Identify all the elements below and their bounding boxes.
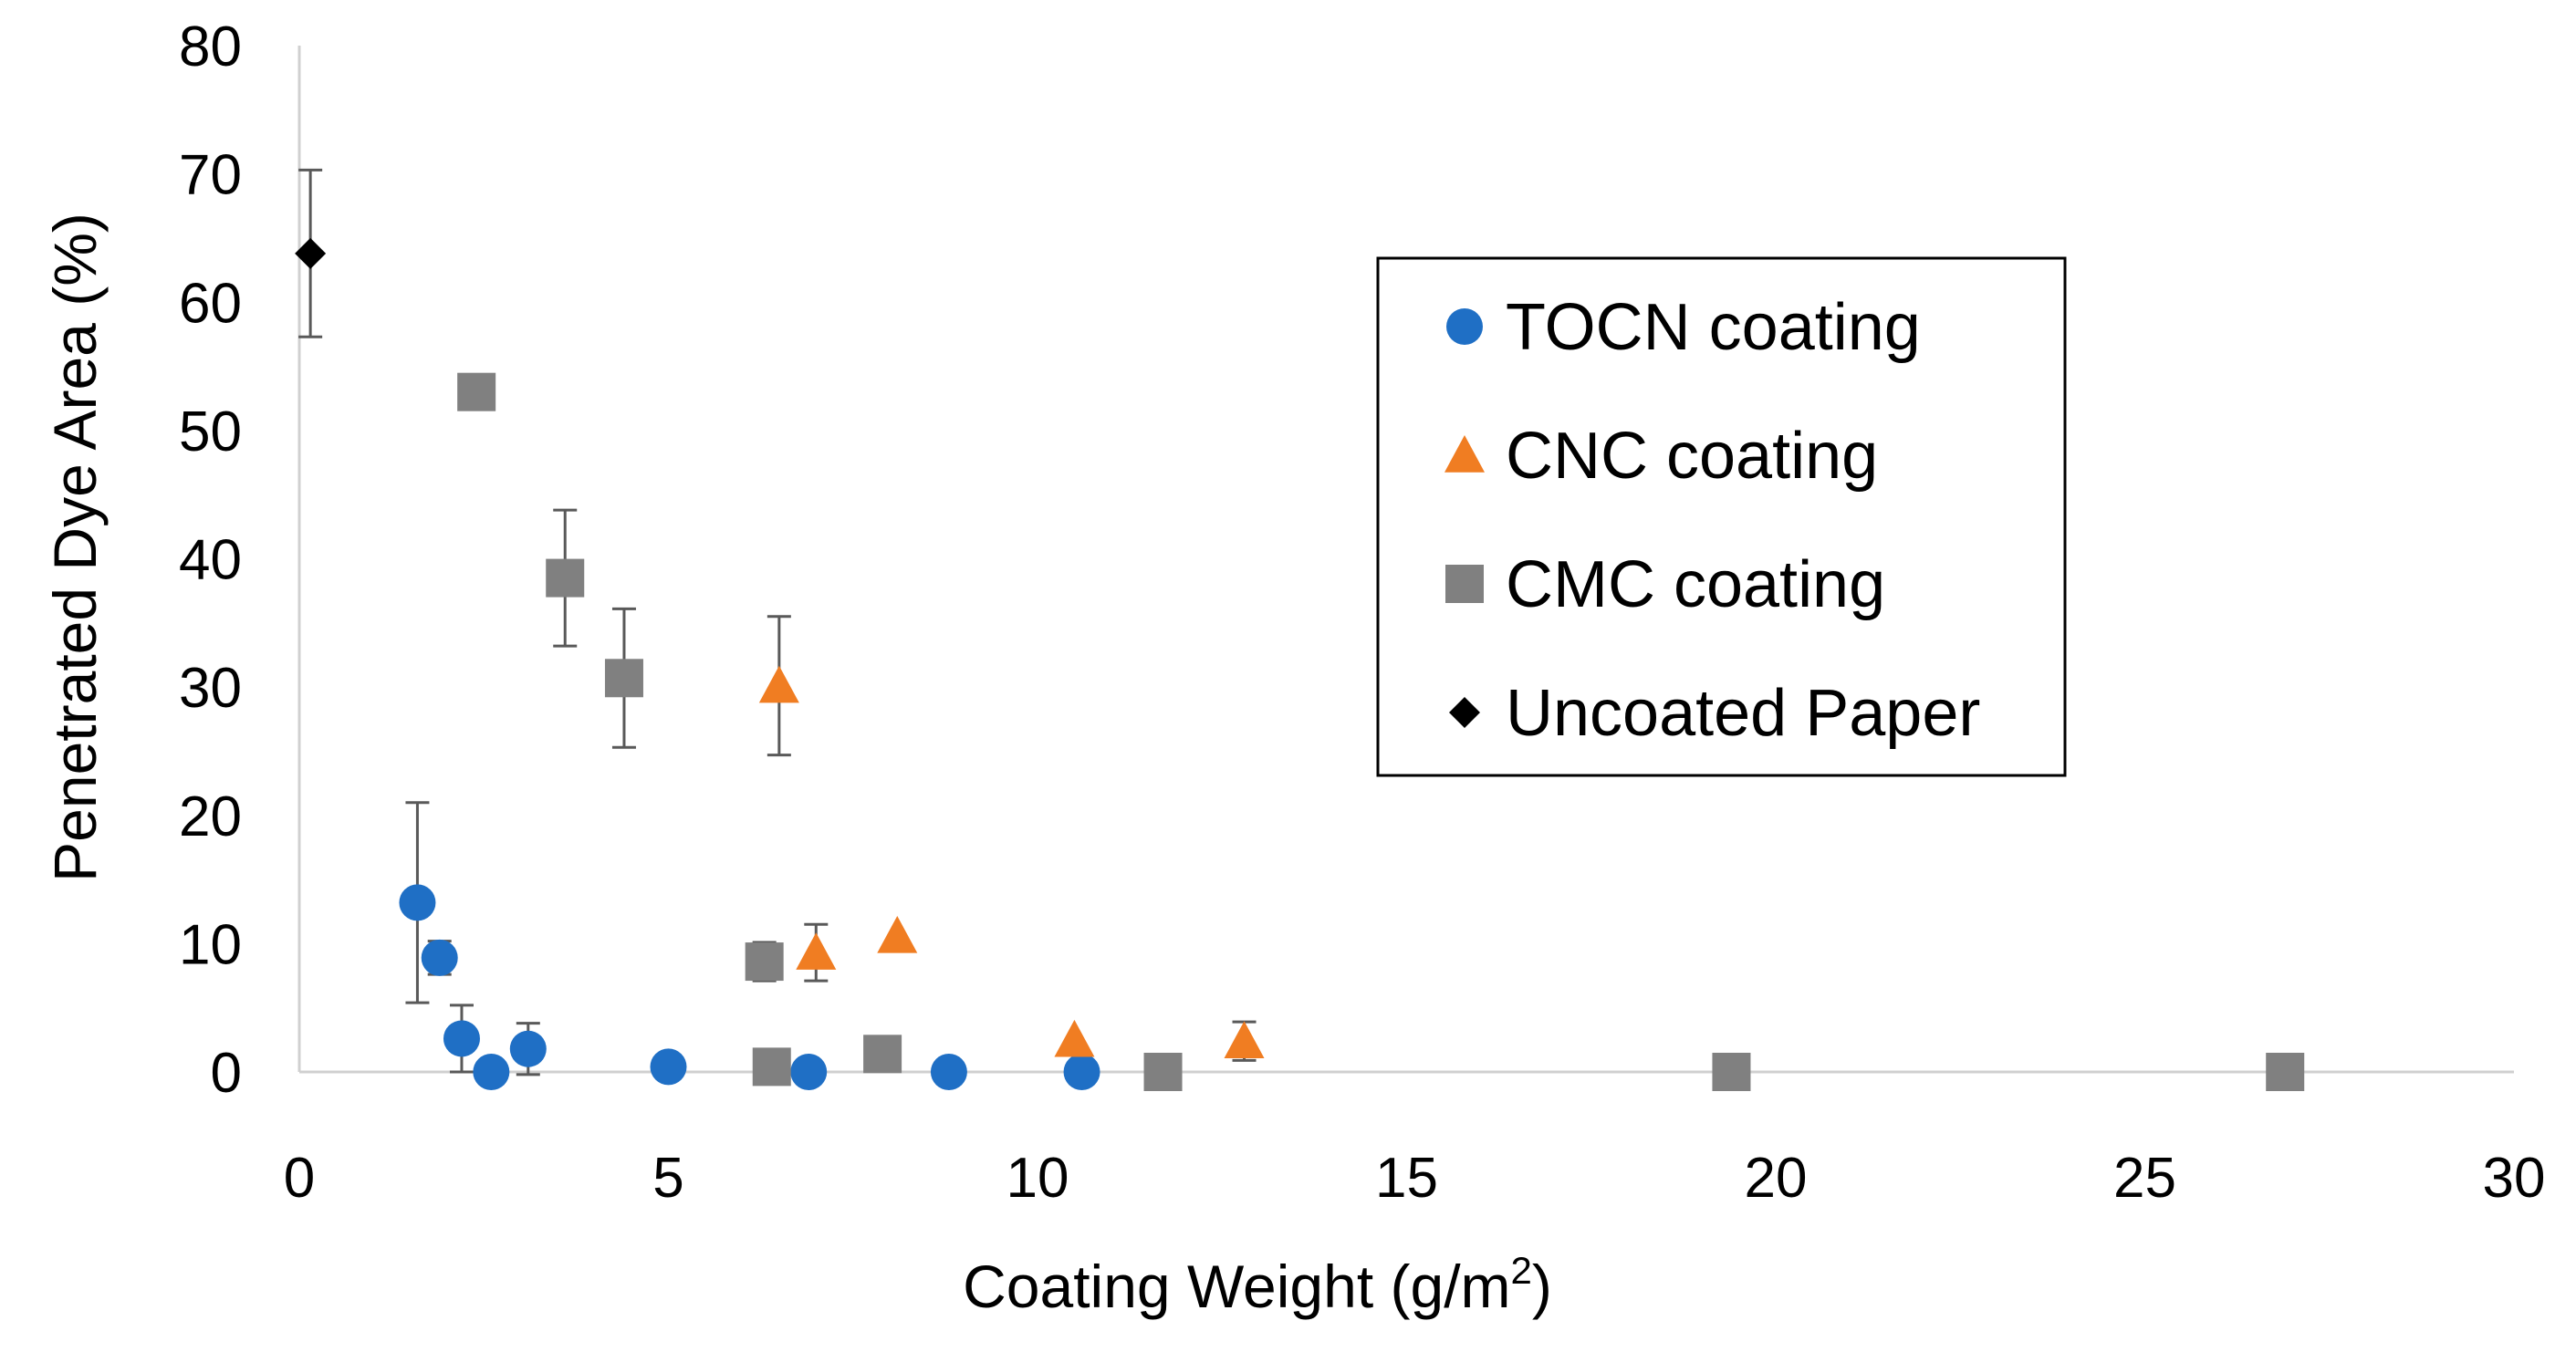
x-axis-title: Coating Weight (g/m2): [963, 1249, 1552, 1320]
cmc-coating-point: [1143, 1053, 1183, 1091]
data-markers: [295, 237, 2305, 1091]
x-tick-label: 0: [284, 1147, 315, 1210]
cnc-coating-point: [877, 915, 918, 953]
legend-marker-uncoated-paper: [1449, 697, 1480, 728]
error-bars: [298, 168, 1257, 1076]
cmc-coating-point: [863, 1035, 902, 1074]
x-tick-label: 5: [652, 1147, 683, 1210]
cmc-coating-point: [752, 1047, 791, 1087]
legend-marker-cnc-coating: [1444, 435, 1485, 473]
y-tick-label: 0: [211, 1042, 242, 1105]
y-tick-label: 10: [179, 913, 242, 976]
y-axis-title: Penetrated Dye Area (%): [41, 213, 109, 882]
y-tick-label: 50: [179, 400, 242, 463]
x-tick-label: 25: [2113, 1147, 2176, 1210]
legend-label-cmc-coating: CMC coating: [1506, 548, 1885, 621]
uncoated-paper-point: [295, 237, 327, 269]
cmc-coating-point: [1712, 1053, 1751, 1091]
y-tick-label: 30: [179, 657, 242, 720]
cmc-coating-point: [457, 372, 496, 411]
tocn-coating-point: [1063, 1054, 1100, 1090]
tocn-coating-point: [650, 1048, 687, 1086]
cnc-coating-point: [1054, 1019, 1095, 1057]
legend-marker-tocn-coating: [1446, 308, 1483, 345]
cmc-coating-point: [546, 558, 585, 598]
legend-label-cnc-coating: CNC coating: [1506, 420, 1878, 493]
y-tick-label: 40: [179, 529, 242, 592]
y-tick-label: 80: [179, 16, 242, 78]
x-tick-label: 20: [1745, 1147, 1808, 1210]
tocn-coating-point: [443, 1020, 480, 1057]
x-axis-title-superscript: 2: [1511, 1249, 1532, 1292]
legend-marker-cmc-coating: [1445, 565, 1484, 603]
cnc-coating-point: [796, 932, 837, 970]
cmc-coating-point: [745, 942, 784, 982]
x-axis-title-suffix: ): [1532, 1253, 1552, 1320]
cmc-coating-point: [2266, 1053, 2305, 1091]
y-tick-label: 60: [179, 272, 242, 335]
tocn-coating-point: [421, 939, 458, 976]
y-tick-label: 70: [179, 144, 242, 207]
cmc-coating-point: [604, 659, 643, 698]
cnc-coating-point: [758, 665, 799, 703]
x-tick-label: 30: [2483, 1147, 2546, 1210]
tocn-coating-point: [509, 1030, 547, 1067]
cnc-coating-point: [1224, 1021, 1265, 1058]
legend: TOCN coating CNC coating CMC coating Uncoat…: [1376, 256, 2067, 777]
y-tick-label: 20: [179, 785, 242, 848]
x-tick-label: 10: [1006, 1147, 1069, 1210]
legend-box: [1376, 256, 2067, 777]
tocn-coating-point: [790, 1054, 828, 1090]
tocn-coating-point: [473, 1054, 510, 1090]
x-tick-label: 15: [1375, 1147, 1438, 1210]
legend-label-uncoated-paper: Uncoated Paper: [1506, 677, 1980, 750]
legend-label-tocn-coating: TOCN coating: [1506, 291, 1921, 364]
tocn-coating-point: [399, 884, 436, 921]
x-axis-title-main: Coating Weight (g/m: [963, 1253, 1510, 1320]
axes: 0 10 20 30 40 50 60 70 80 0 5 10 15 20 25 30: [179, 16, 2545, 1210]
tocn-coating-point: [930, 1054, 967, 1090]
